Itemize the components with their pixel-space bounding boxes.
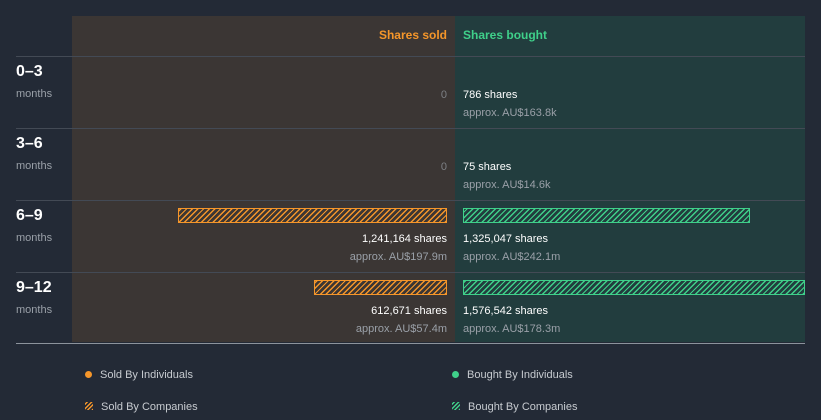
- row-divider: [16, 128, 805, 129]
- period-label: 6–9: [16, 207, 43, 224]
- bought-approx-value: approx. AU$178.3m: [463, 323, 561, 335]
- bought-bar: [463, 280, 805, 295]
- bought-shares-value: 75 shares: [463, 161, 512, 173]
- sold-shares-value: 612,671 shares: [371, 305, 447, 317]
- row-0-3-months: 0–3 months 0 786 shares approx. AU$163.8…: [0, 57, 821, 129]
- legend-sold-companies[interactable]: Sold By Companies: [85, 401, 198, 413]
- period-unit: months: [16, 88, 53, 100]
- row-3-6-months: 3–6 months 0 75 shares approx. AU$14.6k: [0, 129, 821, 201]
- orange-hatch-icon: [85, 402, 93, 411]
- shares-bought-header: Shares bought: [463, 28, 548, 42]
- period-label: 0–3: [16, 63, 43, 80]
- period-label: 3–6: [16, 135, 43, 152]
- bought-bar: [463, 208, 750, 223]
- row-9-12-months: 9–12 months 612,671 shares approx. AU$57…: [0, 273, 821, 345]
- green-hatch-icon: [452, 402, 460, 411]
- row-divider: [16, 272, 805, 273]
- sold-approx-value: approx. AU$57.4m: [355, 323, 447, 335]
- orange-dot-icon: [85, 370, 92, 378]
- legend-label: Bought By Companies: [468, 401, 578, 413]
- row-divider: [16, 56, 805, 57]
- row-divider: [16, 200, 805, 201]
- bought-shares-value: 786 shares: [463, 89, 518, 101]
- sold-shares-value: 0: [440, 89, 447, 101]
- period-unit: months: [16, 160, 53, 172]
- period-unit: months: [16, 232, 53, 244]
- sold-shares-value: 0: [440, 161, 447, 173]
- sold-approx-value: approx. AU$197.9m: [349, 251, 447, 263]
- row-6-9-months: 6–9 months 1,241,164 shares approx. AU$1…: [0, 201, 821, 273]
- green-dot-icon: [452, 370, 459, 378]
- bought-approx-value: approx. AU$14.6k: [463, 179, 551, 191]
- legend-bought-companies[interactable]: Bought By Companies: [452, 401, 577, 413]
- bought-shares-value: 1,325,047 shares: [463, 233, 549, 245]
- legend-label: Bought By Individuals: [467, 369, 573, 381]
- period-unit: months: [16, 304, 53, 316]
- sold-bar: [314, 280, 447, 295]
- chart-baseline: [16, 343, 805, 344]
- sold-bar: [178, 208, 447, 223]
- bought-approx-value: approx. AU$242.1m: [463, 251, 561, 263]
- legend-bought-individuals[interactable]: Bought By Individuals: [452, 369, 573, 381]
- shares-sold-header: Shares sold: [378, 28, 447, 42]
- bought-approx-value: approx. AU$163.8k: [463, 107, 557, 119]
- bought-shares-value: 1,576,542 shares: [463, 305, 549, 317]
- legend-sold-individuals[interactable]: Sold By Individuals: [85, 369, 193, 381]
- sold-shares-value: 1,241,164 shares: [361, 233, 447, 245]
- period-label: 9–12: [16, 279, 52, 296]
- legend-label: Sold By Individuals: [100, 369, 193, 381]
- legend-label: Sold By Companies: [101, 401, 198, 413]
